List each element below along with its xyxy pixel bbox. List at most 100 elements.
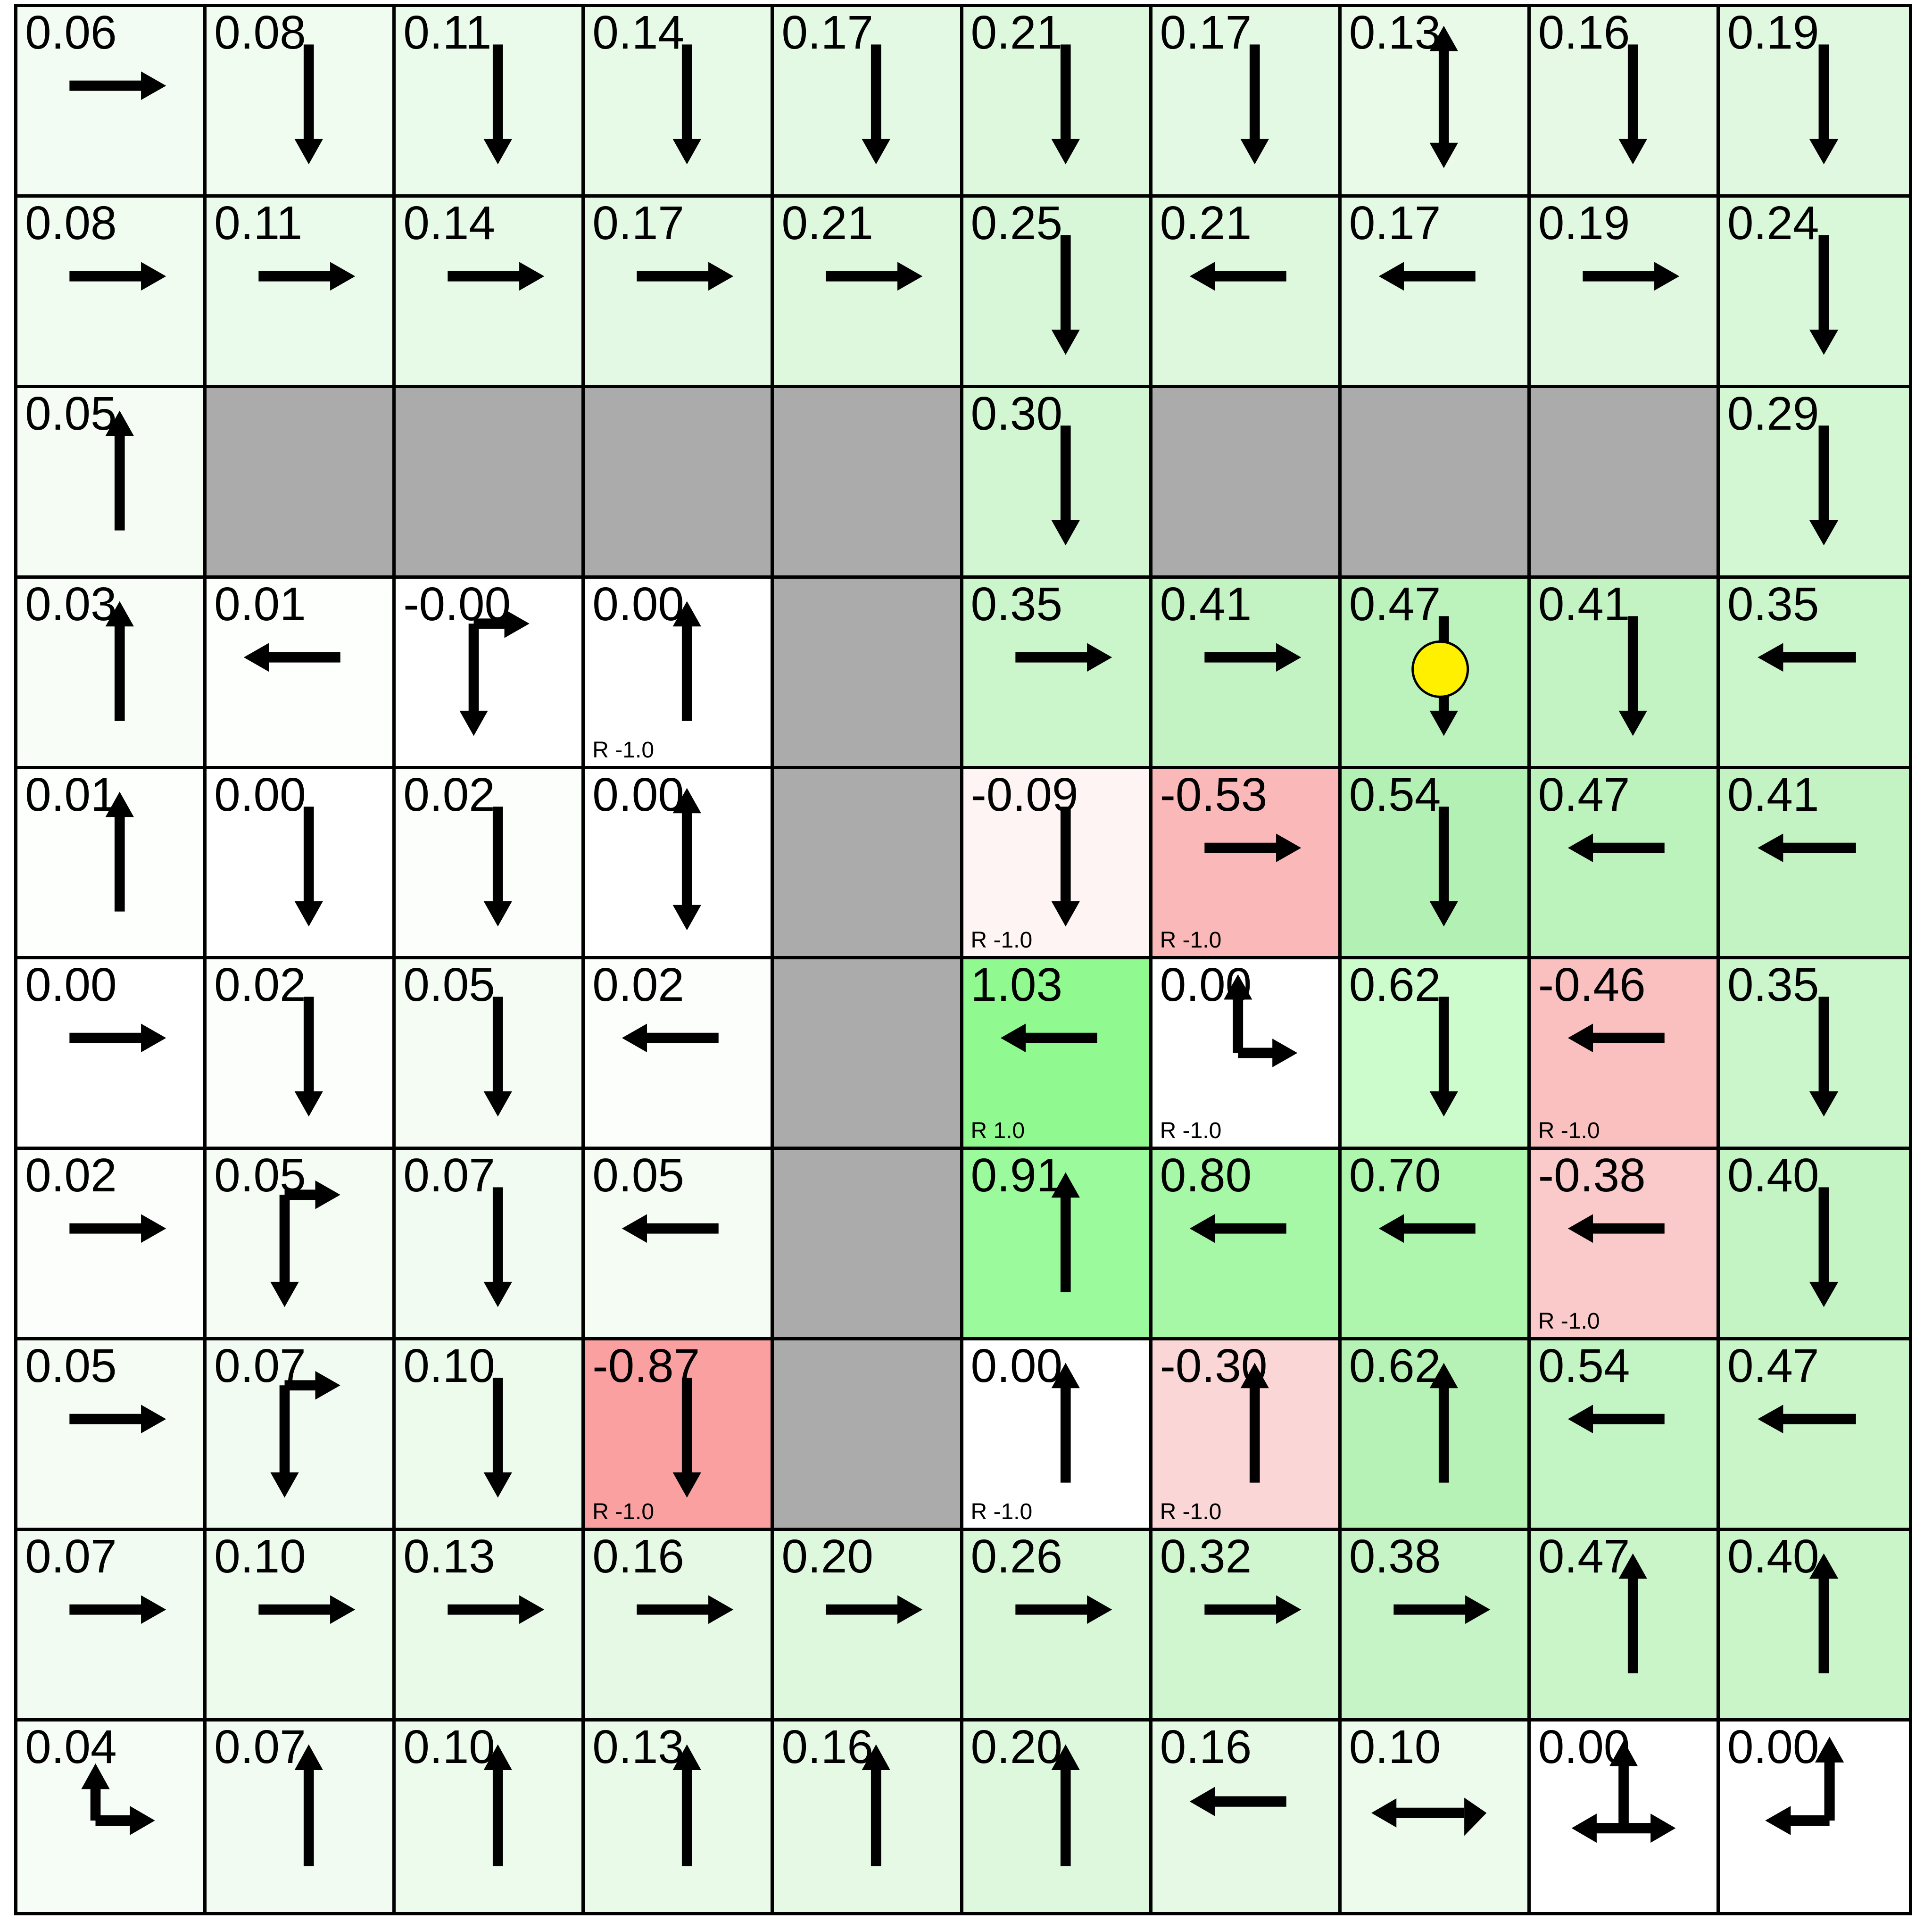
grid-cell[interactable]: 0.91 bbox=[963, 1150, 1153, 1341]
grid-cell[interactable]: 0.62 bbox=[1341, 959, 1531, 1150]
wall-cell[interactable] bbox=[774, 1150, 963, 1341]
wall-cell[interactable] bbox=[774, 769, 963, 960]
grid-cell[interactable]: 0.38 bbox=[1341, 1531, 1531, 1722]
grid-cell[interactable]: 0.07 bbox=[207, 1340, 396, 1531]
grid-cell[interactable]: 0.00 bbox=[1719, 1721, 1909, 1912]
grid-cell[interactable]: -0.09 R -1.0 bbox=[963, 769, 1153, 960]
wall-cell[interactable] bbox=[774, 1340, 963, 1531]
grid-cell[interactable]: 0.16 bbox=[1530, 7, 1720, 198]
grid-cell[interactable]: 0.29 bbox=[1719, 388, 1909, 579]
grid-cell[interactable]: 0.00 R -1.0 bbox=[963, 1340, 1153, 1531]
grid-cell[interactable]: 0.00 R -1.0 bbox=[1152, 959, 1342, 1150]
grid-cell[interactable]: 0.10 bbox=[396, 1721, 585, 1912]
grid-cell[interactable]: 0.08 bbox=[207, 7, 396, 198]
grid-cell[interactable]: 0.05 bbox=[17, 1340, 207, 1531]
grid-cell[interactable]: 0.05 bbox=[207, 1150, 396, 1341]
grid-cell[interactable]: 0.41 bbox=[1719, 769, 1909, 960]
grid-cell[interactable]: 0.40 bbox=[1719, 1531, 1909, 1722]
wall-cell[interactable] bbox=[585, 388, 774, 579]
grid-cell[interactable]: 0.00 bbox=[1530, 1721, 1720, 1912]
grid-cell[interactable]: 0.07 bbox=[207, 1721, 396, 1912]
grid-cell[interactable]: 0.04 bbox=[17, 1721, 207, 1912]
grid-cell[interactable]: 0.40 bbox=[1719, 1150, 1909, 1341]
grid-cell[interactable]: 0.19 bbox=[1719, 7, 1909, 198]
grid-cell[interactable]: 0.17 bbox=[1341, 197, 1531, 388]
grid-cell[interactable]: 0.32 bbox=[1152, 1531, 1342, 1722]
grid-cell[interactable]: 0.02 bbox=[396, 769, 585, 960]
grid-cell[interactable]: 0.00 bbox=[207, 769, 396, 960]
grid-cell[interactable]: 0.00 R -1.0 bbox=[585, 578, 774, 769]
grid-cell[interactable]: 0.00 bbox=[17, 959, 207, 1150]
grid-cell[interactable]: 0.02 bbox=[585, 959, 774, 1150]
grid-cell[interactable]: 0.05 bbox=[585, 1150, 774, 1341]
grid-cell[interactable]: 0.13 bbox=[1341, 7, 1531, 198]
grid-cell[interactable]: 0.07 bbox=[17, 1531, 207, 1722]
grid-cell[interactable]: 0.14 bbox=[396, 197, 585, 388]
grid-cell[interactable]: 0.06 bbox=[17, 7, 207, 198]
grid-cell[interactable]: 0.21 bbox=[774, 197, 963, 388]
agent-marker[interactable] bbox=[1411, 640, 1469, 699]
grid-cell[interactable]: 0.10 bbox=[396, 1340, 585, 1531]
grid-cell[interactable]: 0.16 bbox=[1152, 1721, 1342, 1912]
wall-cell[interactable] bbox=[1341, 388, 1531, 579]
grid-cell[interactable]: 0.03 bbox=[17, 578, 207, 769]
grid-cell[interactable]: 0.05 bbox=[17, 388, 207, 579]
grid-cell[interactable]: 0.16 bbox=[585, 1531, 774, 1722]
wall-cell[interactable] bbox=[774, 959, 963, 1150]
grid-cell[interactable]: -0.87 R -1.0 bbox=[585, 1340, 774, 1531]
grid-cell[interactable]: 0.54 bbox=[1530, 1340, 1720, 1531]
grid-cell[interactable]: 0.10 bbox=[207, 1531, 396, 1722]
grid-cell[interactable]: 0.25 bbox=[963, 197, 1153, 388]
grid-cell[interactable]: 0.02 bbox=[17, 1150, 207, 1341]
grid-cell[interactable]: 0.47 bbox=[1341, 578, 1531, 769]
grid-cell[interactable]: 0.11 bbox=[207, 197, 396, 388]
grid-cell[interactable]: 0.35 bbox=[963, 578, 1153, 769]
wall-cell[interactable] bbox=[1530, 388, 1720, 579]
wall-cell[interactable] bbox=[1152, 388, 1342, 579]
grid-cell[interactable]: 0.54 bbox=[1341, 769, 1531, 960]
grid-cell[interactable]: -0.46 R -1.0 bbox=[1530, 959, 1720, 1150]
grid-cell[interactable]: 0.01 bbox=[17, 769, 207, 960]
grid-cell[interactable]: 0.17 bbox=[1152, 7, 1342, 198]
grid-cell[interactable]: 0.24 bbox=[1719, 197, 1909, 388]
grid-cell[interactable]: 0.41 bbox=[1530, 578, 1720, 769]
grid-cell[interactable]: -0.38 R -1.0 bbox=[1530, 1150, 1720, 1341]
grid-cell[interactable]: 0.47 bbox=[1719, 1340, 1909, 1531]
grid-cell[interactable]: -0.53 R -1.0 bbox=[1152, 769, 1342, 960]
grid-cell[interactable]: 0.13 bbox=[396, 1531, 585, 1722]
grid-cell[interactable]: 0.30 bbox=[963, 388, 1153, 579]
grid-cell[interactable]: 0.08 bbox=[17, 197, 207, 388]
grid-cell[interactable]: 0.35 bbox=[1719, 959, 1909, 1150]
grid-cell[interactable]: 0.35 bbox=[1719, 578, 1909, 769]
grid-cell[interactable]: 0.05 bbox=[396, 959, 585, 1150]
wall-cell[interactable] bbox=[774, 578, 963, 769]
grid-cell[interactable]: 0.00 bbox=[585, 769, 774, 960]
grid-cell[interactable]: -0.00 bbox=[396, 578, 585, 769]
grid-cell[interactable]: 0.21 bbox=[963, 7, 1153, 198]
grid-cell[interactable]: 1.03 R 1.0 bbox=[963, 959, 1153, 1150]
grid-cell[interactable]: 0.47 bbox=[1530, 769, 1720, 960]
grid-cell[interactable]: 0.26 bbox=[963, 1531, 1153, 1722]
grid-cell[interactable]: 0.62 bbox=[1341, 1340, 1531, 1531]
grid-cell[interactable]: 0.02 bbox=[207, 959, 396, 1150]
grid-cell[interactable]: 0.13 bbox=[585, 1721, 774, 1912]
grid-cell[interactable]: 0.07 bbox=[396, 1150, 585, 1341]
wall-cell[interactable] bbox=[396, 388, 585, 579]
grid-cell[interactable]: 0.41 bbox=[1152, 578, 1342, 769]
grid-cell[interactable]: 0.01 bbox=[207, 578, 396, 769]
grid-cell[interactable]: 0.20 bbox=[963, 1721, 1153, 1912]
wall-cell[interactable] bbox=[774, 388, 963, 579]
grid-cell[interactable]: 0.47 bbox=[1530, 1531, 1720, 1722]
grid-cell[interactable]: 0.70 bbox=[1341, 1150, 1531, 1341]
grid-cell[interactable]: -0.30 R -1.0 bbox=[1152, 1340, 1342, 1531]
grid-cell[interactable]: 0.20 bbox=[774, 1531, 963, 1722]
grid-cell[interactable]: 0.10 bbox=[1341, 1721, 1531, 1912]
grid-cell[interactable]: 0.21 bbox=[1152, 197, 1342, 388]
grid-cell[interactable]: 0.17 bbox=[774, 7, 963, 198]
grid-cell[interactable]: 0.80 bbox=[1152, 1150, 1342, 1341]
wall-cell[interactable] bbox=[207, 388, 396, 579]
grid-cell[interactable]: 0.16 bbox=[774, 1721, 963, 1912]
grid-cell[interactable]: 0.14 bbox=[585, 7, 774, 198]
grid-cell[interactable]: 0.19 bbox=[1530, 197, 1720, 388]
grid-cell[interactable]: 0.11 bbox=[396, 7, 585, 198]
